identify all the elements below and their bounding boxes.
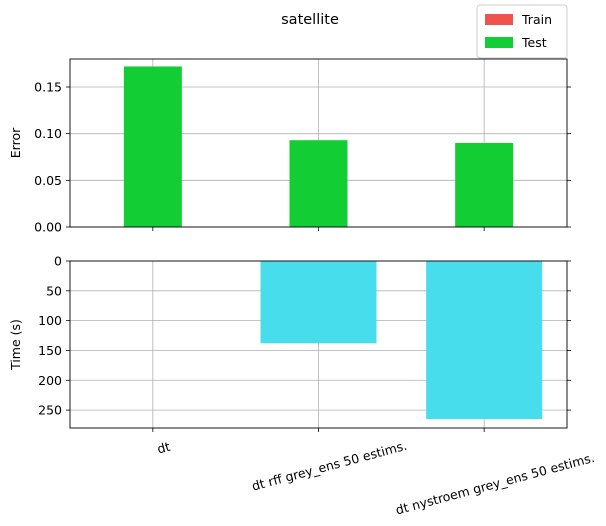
y-tick-label: 250 <box>38 403 62 418</box>
y-tick-label: 0.05 <box>34 173 62 188</box>
y-tick-label: 0.15 <box>34 80 62 95</box>
bar-1-2-1 <box>123 66 182 227</box>
legend-swatch <box>485 37 513 48</box>
y-tick-label: 100 <box>38 313 62 328</box>
bar-2-1-3 <box>426 261 543 420</box>
legend: Train Test <box>476 4 568 59</box>
y-tick-label: 150 <box>38 343 62 358</box>
x-tick-labels: dt dt rff grey_ens 50 estims.dt nystroem … <box>156 438 597 518</box>
y-tick-label: 0 <box>54 254 62 269</box>
chart-panels: 0.00 0.05 0.10 0.15 Error 0 50 100 150 200 250 Time… <box>8 58 571 432</box>
legend-label: Train <box>521 12 552 27</box>
legend-label: Test <box>521 35 547 50</box>
chart-title: satellite <box>281 12 339 28</box>
y-tick-label: 0.10 <box>34 126 62 141</box>
y-tick-label: 200 <box>38 373 62 388</box>
axes-frame <box>69 260 568 429</box>
y-axis-label: Time (s) <box>8 319 23 371</box>
bar-2-1-2 <box>260 261 377 344</box>
y-tick-label: 0.00 <box>34 220 62 235</box>
x-tick-label: dt rff grey_ens 50 estims. <box>250 438 408 494</box>
x-tick-label: dt nystroem grey_ens 50 estims. <box>394 450 596 518</box>
y-tick-label: 50 <box>46 283 62 298</box>
y-axis-label: Error <box>8 127 23 158</box>
axes-frame <box>69 58 568 228</box>
panel-2: 0 50 100 150 200 250 Time (s) <box>8 254 571 432</box>
bar-1-2-3 <box>455 143 514 227</box>
x-tick-label: dt <box>156 439 172 457</box>
panel-1: 0.00 0.05 0.10 0.15 Error <box>8 58 571 235</box>
legend-swatch <box>485 14 513 25</box>
bar-1-2-2 <box>289 140 348 227</box>
